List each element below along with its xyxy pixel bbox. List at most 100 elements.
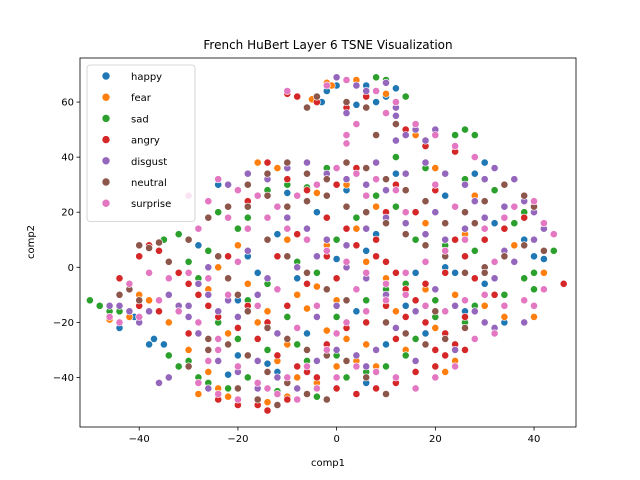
point-surprise-69 [500, 213, 509, 222]
point-surprise-56 [243, 224, 252, 233]
point-surprise-12 [204, 356, 213, 365]
point-surprise-90 [204, 274, 213, 283]
point-disgust-50 [145, 307, 153, 316]
point-happy-46 [401, 301, 410, 310]
point-angry-22 [411, 367, 420, 376]
point-angry-83 [391, 334, 400, 343]
point-disgust-15 [312, 252, 321, 261]
point-neutral-5 [145, 244, 153, 252]
point-angry-33 [204, 301, 213, 310]
point-fear-16 [342, 334, 351, 343]
point-neutral-83 [540, 246, 548, 255]
legend-marker-happy [101, 71, 111, 81]
point-angry-74 [303, 279, 311, 288]
point-fear-39 [431, 164, 440, 172]
point-neutral-22 [243, 202, 252, 211]
point-disgust-80 [283, 213, 292, 222]
point-surprise-60 [322, 246, 331, 255]
point-angry-86 [461, 312, 469, 321]
point-surprise-80 [352, 169, 361, 178]
point-sad-75 [263, 345, 272, 354]
point-neutral-61 [303, 390, 311, 398]
point-angry-29 [273, 351, 282, 360]
point-angry-80 [332, 180, 341, 189]
point-neutral-55 [184, 235, 193, 244]
point-neutral-68 [441, 334, 450, 343]
point-fear-57 [293, 373, 302, 382]
point-neutral-46 [362, 164, 371, 172]
point-neutral-51 [263, 169, 272, 178]
point-surprise-99 [431, 180, 440, 189]
point-surprise-64 [401, 268, 410, 277]
point-angry-6 [283, 175, 292, 184]
point-fear-6 [273, 164, 282, 172]
point-disgust-56 [164, 373, 173, 382]
point-disgust-35 [411, 307, 420, 316]
point-surprise-42 [293, 395, 302, 404]
point-fear-10 [283, 235, 292, 244]
point-disgust-53 [105, 301, 114, 310]
point-angry-13 [391, 268, 400, 277]
point-happy-34 [224, 370, 232, 379]
point-disgust-55 [155, 378, 163, 387]
point-fear-46 [164, 318, 173, 327]
point-happy-11 [159, 340, 168, 349]
point-angry-75 [283, 301, 292, 310]
point-sad-30 [510, 219, 519, 228]
point-angry-57 [421, 279, 430, 288]
point-surprise-93 [312, 301, 321, 310]
point-angry-8 [322, 213, 331, 222]
point-fear-24 [263, 398, 272, 407]
point-sad-19 [401, 351, 410, 360]
point-neutral-64 [253, 395, 262, 404]
point-fear-59 [263, 307, 272, 316]
point-fear-48 [214, 263, 223, 272]
point-disgust-88 [312, 312, 321, 321]
point-happy-26 [293, 274, 302, 283]
point-disgust-47 [184, 312, 193, 321]
point-neutral-49 [303, 169, 311, 178]
point-neutral-59 [263, 367, 272, 376]
point-surprise-44 [253, 378, 262, 387]
point-neutral-39 [500, 180, 509, 189]
point-disgust-8 [204, 290, 213, 299]
point-neutral-17 [303, 345, 311, 354]
point-sad-70 [431, 296, 440, 305]
point-surprise-3 [342, 131, 351, 139]
point-sad-7 [174, 362, 183, 371]
point-angry-25 [352, 390, 361, 398]
legend-marker-neutral [101, 177, 111, 187]
point-surprise-1 [342, 76, 351, 84]
point-surprise-77 [411, 120, 420, 128]
point-neutral-66 [480, 268, 489, 277]
point-angry-38 [155, 246, 163, 255]
point-angry-15 [411, 296, 420, 305]
point-sad-58 [451, 131, 459, 139]
point-happy-52 [273, 230, 282, 239]
point-angry-58 [441, 268, 450, 277]
point-fear-7 [312, 188, 321, 197]
point-disgust-20 [421, 230, 430, 239]
point-surprise-36 [411, 384, 420, 393]
point-surprise-96 [145, 268, 153, 277]
point-surprise-21 [362, 307, 371, 316]
point-sad-11 [224, 384, 232, 393]
point-angry-20 [461, 345, 469, 354]
point-angry-89 [273, 252, 282, 261]
x-tick-label: 0 [333, 434, 339, 445]
point-sad-42 [233, 224, 242, 233]
point-surprise-73 [540, 219, 548, 228]
point-disgust-32 [470, 307, 479, 316]
point-neutral-23 [263, 191, 272, 200]
point-sad-73 [490, 186, 499, 195]
point-neutral-77 [263, 235, 272, 244]
point-disgust-16 [342, 241, 351, 250]
point-sad-61 [372, 73, 380, 82]
point-fear-20 [204, 367, 213, 376]
point-surprise-88 [194, 224, 203, 233]
x-tick-label: −20 [227, 434, 248, 445]
point-neutral-33 [461, 268, 469, 277]
point-fear-3 [382, 89, 390, 98]
point-neutral-79 [391, 120, 400, 128]
point-disgust-93 [431, 208, 440, 217]
